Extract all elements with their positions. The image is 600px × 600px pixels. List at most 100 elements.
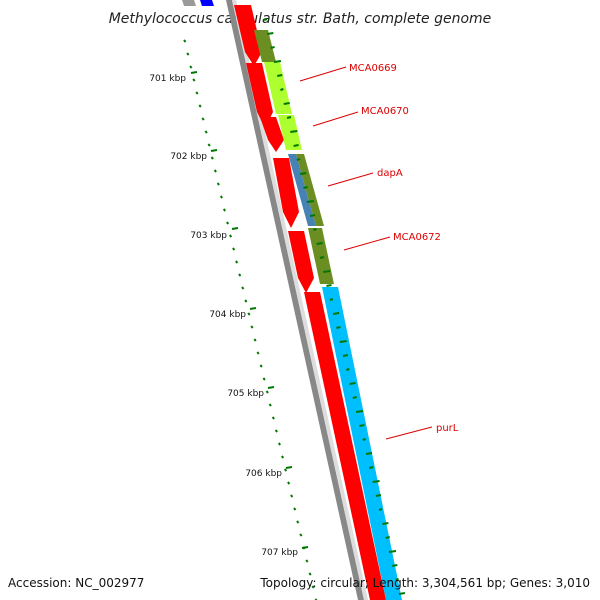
skew-dash bbox=[359, 424, 365, 427]
kbp-label: 702 kbp bbox=[170, 152, 207, 162]
gene-label[interactable]: MCA0670 bbox=[361, 106, 409, 117]
skew-dash bbox=[392, 564, 398, 567]
gene-arrow-2 bbox=[246, 63, 273, 128]
kbp-marker: 707 kbp bbox=[261, 546, 309, 558]
gene-label-group: MCA0669 bbox=[299, 63, 397, 82]
skew-dash bbox=[388, 550, 397, 553]
skew-dash bbox=[280, 88, 284, 91]
gc-dot bbox=[293, 507, 297, 511]
gc-dot bbox=[290, 494, 294, 498]
genome-summary-text: Topology: circular; Length: 3,304,561 bp… bbox=[259, 576, 590, 590]
gc-dot bbox=[268, 403, 272, 407]
kbp-marker: 705 kbp bbox=[227, 386, 275, 399]
skew-dash bbox=[369, 466, 374, 469]
gc-dot bbox=[271, 416, 275, 420]
gene-label[interactable]: MCA0669 bbox=[349, 63, 397, 74]
skew-dash bbox=[290, 130, 298, 133]
skew-dash bbox=[329, 298, 334, 301]
gc-dot bbox=[238, 273, 242, 277]
skew-dash bbox=[263, 18, 268, 21]
gc-dot bbox=[183, 39, 187, 43]
kbp-marker: 701 kbp bbox=[149, 71, 198, 84]
gc-dot bbox=[311, 585, 315, 589]
gc-dot bbox=[186, 52, 190, 56]
kbp-marker: 702 kbp bbox=[170, 149, 218, 162]
gc-skew-track bbox=[263, 18, 406, 595]
accession-text: Accession: NC_002977 bbox=[8, 576, 144, 590]
gene-arrow-MCA0672 bbox=[288, 231, 314, 293]
skew-dash bbox=[365, 452, 373, 455]
gc-dot bbox=[216, 182, 220, 186]
gc-dot bbox=[201, 117, 205, 121]
gc-dot bbox=[283, 468, 288, 472]
gene-label-group: dapA bbox=[327, 168, 403, 187]
cog-steelblue-dapA bbox=[288, 154, 316, 226]
gc-dot bbox=[274, 429, 278, 433]
gc-dot bbox=[280, 455, 285, 459]
gc-dot bbox=[222, 208, 226, 212]
skew-dash bbox=[342, 354, 349, 357]
gc-dot bbox=[308, 572, 312, 576]
skew-dash bbox=[319, 256, 325, 259]
gene-label[interactable]: purL bbox=[436, 423, 459, 434]
skew-dash bbox=[323, 270, 331, 273]
gc-dot bbox=[305, 559, 309, 563]
skew-dash bbox=[270, 46, 275, 49]
gc-dot bbox=[247, 312, 251, 316]
cog-olive-dapA bbox=[296, 154, 324, 226]
gc-dot bbox=[195, 91, 199, 95]
skew-dash bbox=[316, 242, 323, 245]
gc-content-track bbox=[183, 39, 318, 600]
skew-dash bbox=[349, 382, 356, 385]
skew-dash bbox=[332, 312, 340, 315]
gene-labels: MCA0669 MCA0670 dapA MCA0672 purL bbox=[299, 63, 459, 440]
kbp-label: 705 kbp bbox=[227, 389, 264, 399]
top-blue-feature bbox=[200, 0, 214, 6]
gc-dot bbox=[207, 143, 211, 147]
gene-label[interactable]: dapA bbox=[377, 168, 403, 179]
gc-dot bbox=[259, 364, 263, 368]
gc-dot bbox=[192, 78, 196, 82]
skew-dash bbox=[336, 326, 341, 329]
gc-dot bbox=[198, 104, 202, 108]
skew-dash bbox=[296, 158, 301, 161]
skew-dash bbox=[398, 592, 406, 595]
skew-dash bbox=[267, 32, 274, 35]
gc-dot bbox=[219, 195, 223, 199]
gc-dot bbox=[314, 598, 318, 600]
skew-dash bbox=[300, 172, 307, 175]
gc-dot bbox=[229, 234, 233, 238]
skew-dash bbox=[309, 214, 316, 217]
skew-dash bbox=[283, 102, 290, 105]
gc-dot bbox=[244, 299, 248, 303]
skew-dash bbox=[375, 494, 382, 497]
kbp-label: 703 kbp bbox=[190, 231, 227, 241]
gc-dot bbox=[256, 351, 260, 355]
gene-label-group: MCA0672 bbox=[343, 232, 441, 251]
skew-dash bbox=[385, 536, 390, 539]
gc-dot bbox=[250, 325, 254, 329]
feature-strips bbox=[182, 0, 402, 600]
kbp-marker: 706 kbp bbox=[245, 466, 293, 479]
kbp-label: 701 kbp bbox=[149, 74, 186, 84]
gc-dot bbox=[226, 221, 230, 225]
gc-dot bbox=[232, 247, 236, 251]
gc-dot bbox=[277, 442, 282, 446]
gene-arrow-3 bbox=[260, 117, 284, 152]
gene-label-group: MCA0670 bbox=[312, 106, 409, 127]
skew-dash bbox=[372, 480, 380, 483]
skew-dash bbox=[362, 438, 367, 441]
skew-dash bbox=[382, 522, 389, 525]
gene-label[interactable]: MCA0672 bbox=[393, 232, 441, 243]
kbp-marker: 704 kbp bbox=[209, 307, 257, 320]
skew-dash bbox=[273, 60, 282, 63]
skew-dash bbox=[395, 578, 399, 581]
skew-dash bbox=[293, 144, 299, 147]
gene-label-group: purL bbox=[385, 423, 459, 440]
gc-dot bbox=[265, 390, 269, 394]
backbone-shadow bbox=[232, 0, 368, 600]
gc-dot bbox=[287, 481, 291, 485]
cog-lime-MCA0670 bbox=[278, 115, 302, 150]
skew-dash bbox=[355, 410, 364, 413]
genome-title: Methylococcus capsulatus str. Bath, comp… bbox=[109, 11, 492, 27]
